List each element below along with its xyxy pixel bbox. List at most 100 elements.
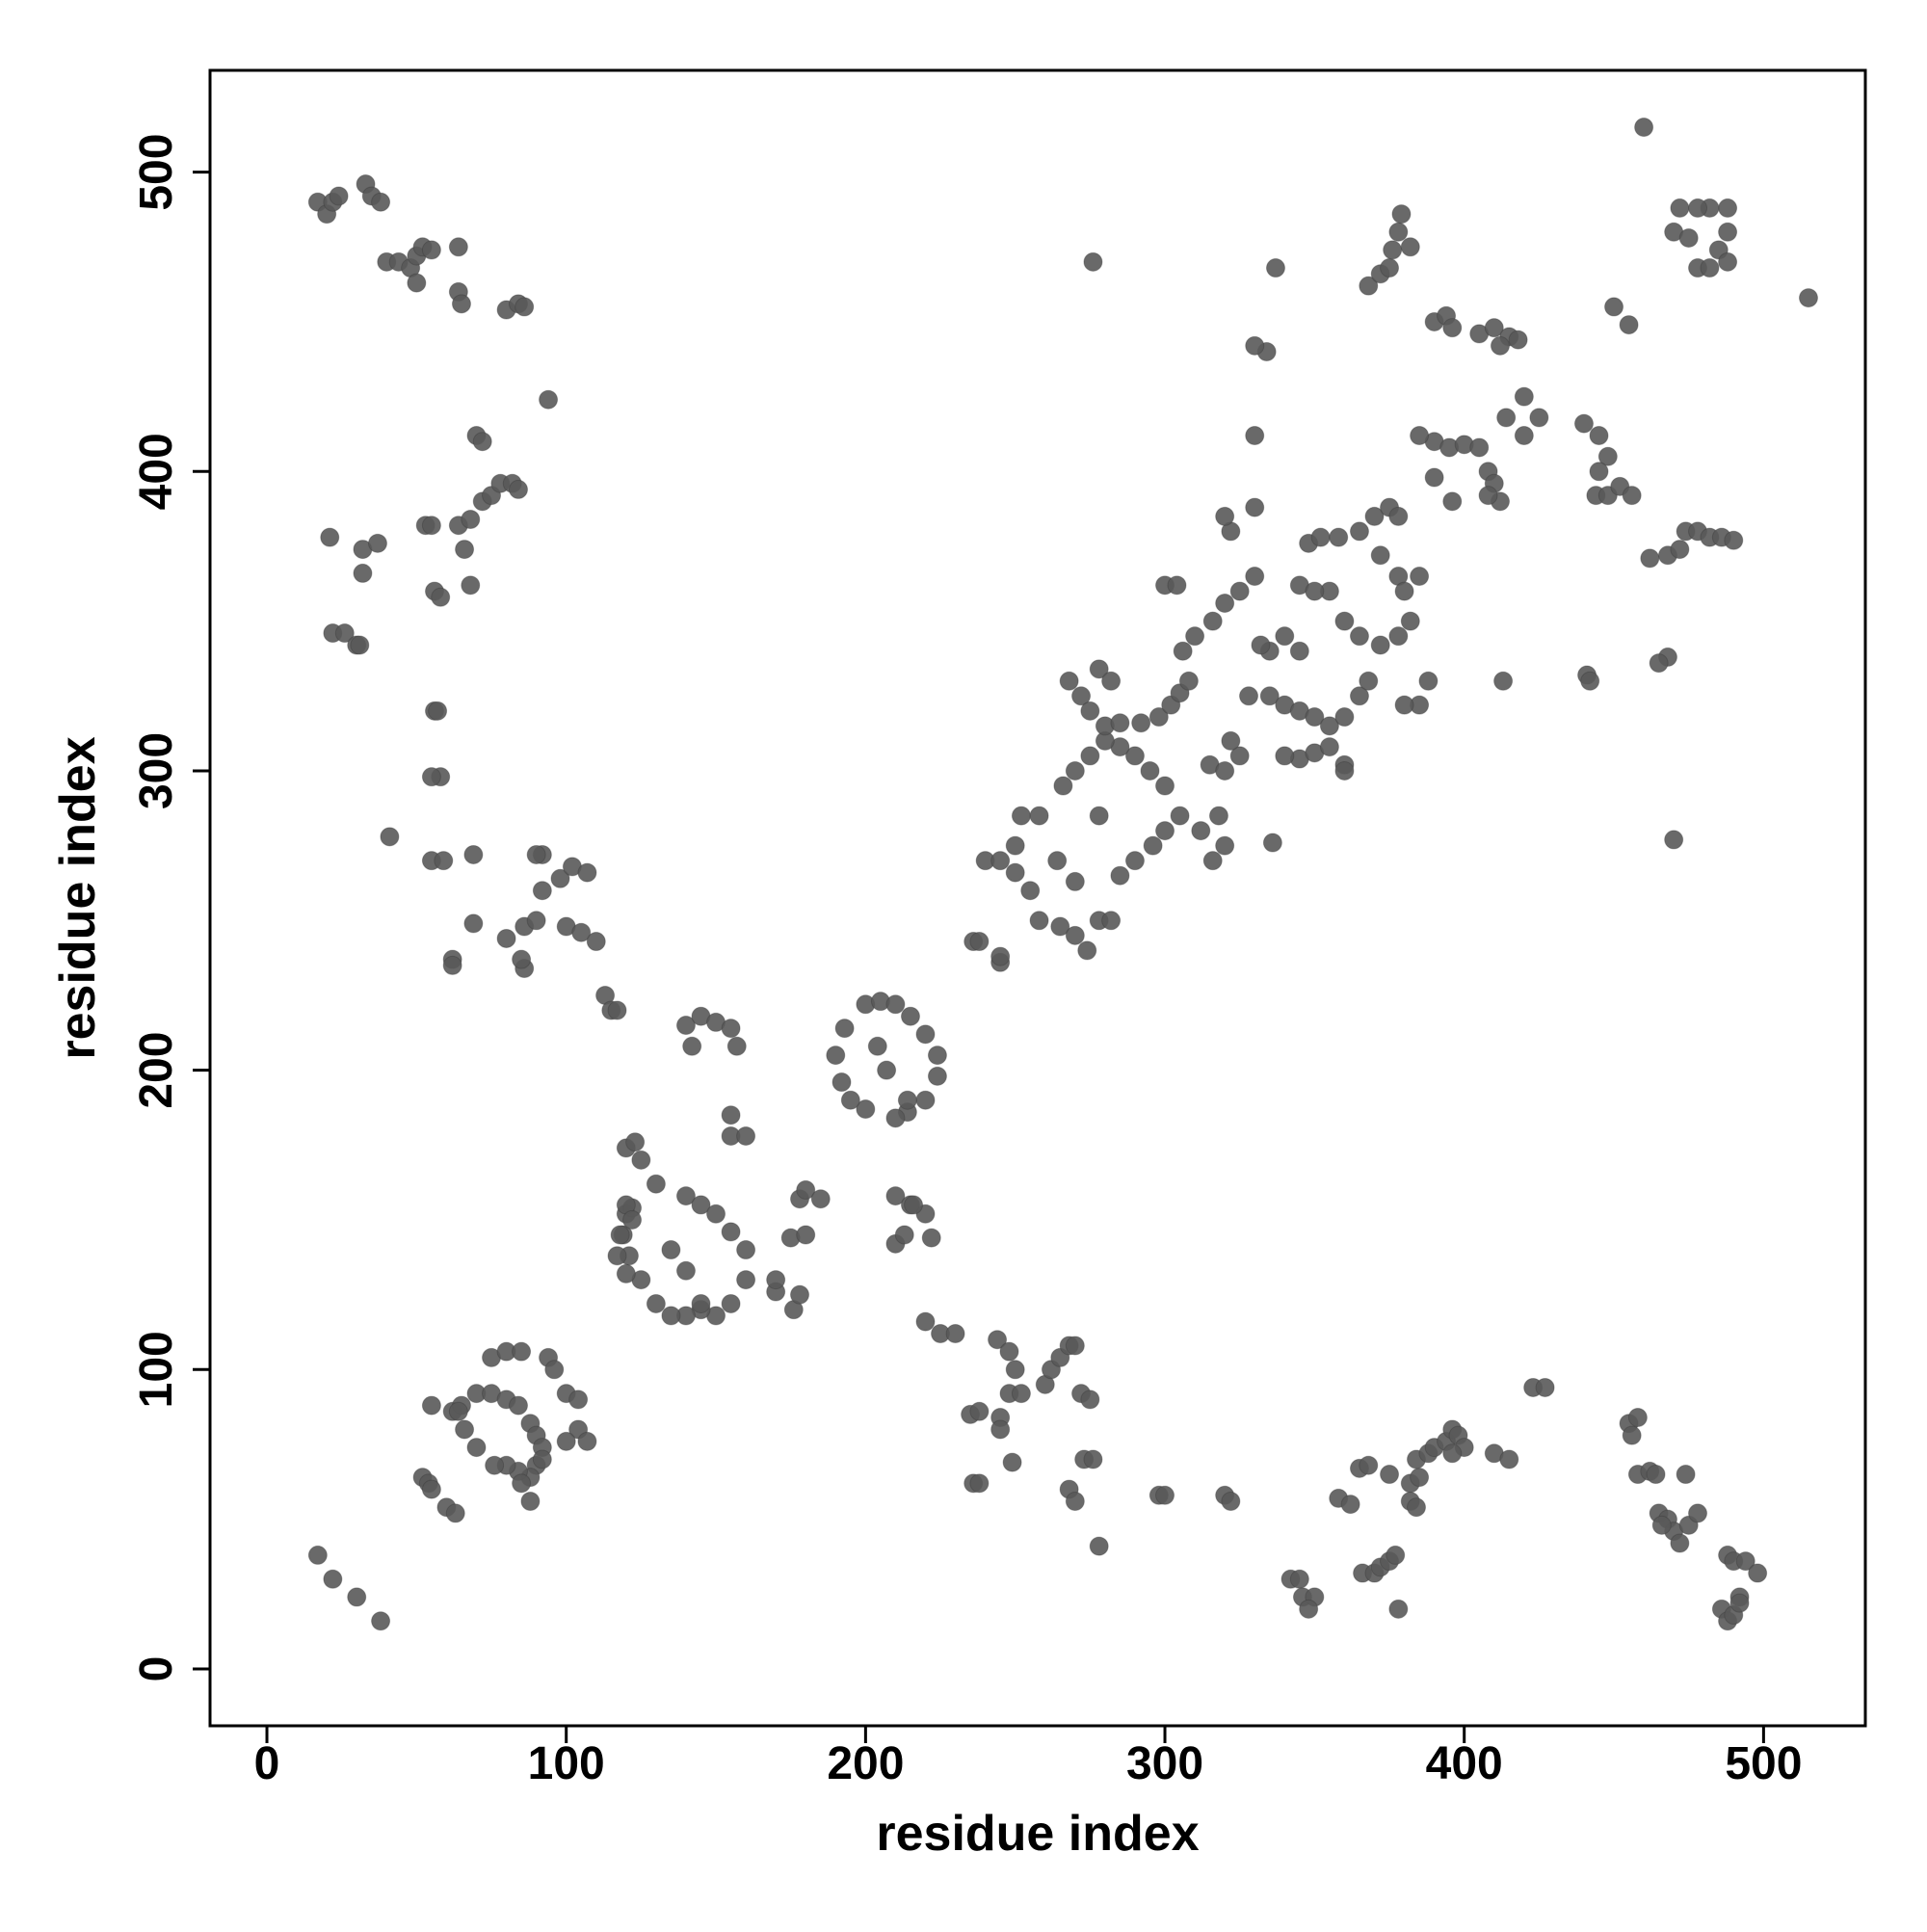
point [1386, 1545, 1406, 1565]
point [329, 186, 349, 206]
point [508, 479, 528, 499]
point [646, 1293, 666, 1313]
point [1400, 237, 1420, 257]
point [323, 1569, 343, 1589]
point [1334, 707, 1355, 728]
point [1484, 318, 1504, 338]
point [607, 1246, 627, 1266]
point [1080, 701, 1100, 721]
point [921, 1228, 941, 1248]
point [445, 1503, 465, 1523]
point [1229, 581, 1250, 601]
point [675, 1260, 696, 1281]
point [1334, 611, 1355, 631]
point [915, 1311, 936, 1332]
point [1514, 426, 1534, 446]
point [1748, 1563, 1768, 1583]
point [1634, 118, 1654, 138]
point [1370, 635, 1390, 655]
point [736, 1240, 756, 1260]
plot-frame [208, 68, 1867, 1728]
y-tick-label: 200 [131, 1032, 182, 1109]
point [796, 1179, 816, 1200]
point [1185, 626, 1205, 647]
point [421, 1395, 441, 1416]
point [1245, 497, 1265, 517]
point [1101, 671, 1122, 691]
point [334, 623, 355, 644]
point [915, 1090, 936, 1110]
point [1101, 911, 1122, 931]
x-tick-label: 300 [1126, 1738, 1203, 1789]
point [421, 767, 441, 787]
point [682, 1036, 702, 1056]
point [367, 533, 387, 553]
point [1029, 911, 1049, 931]
point [1124, 746, 1145, 766]
point [1202, 851, 1223, 871]
point [1508, 330, 1528, 350]
point [515, 297, 535, 317]
point [463, 913, 484, 934]
point [840, 1090, 860, 1110]
point [520, 1491, 541, 1511]
point [1265, 258, 1285, 278]
point [721, 1222, 741, 1242]
point [706, 1204, 726, 1224]
point [1394, 695, 1414, 715]
point [900, 1006, 920, 1026]
point [1359, 276, 1379, 296]
points [307, 118, 1818, 1631]
point [1245, 567, 1265, 587]
point [1059, 671, 1079, 691]
point [1329, 527, 1349, 547]
point [1053, 776, 1073, 796]
point [1676, 1465, 1696, 1485]
point [463, 844, 484, 864]
y-tick-label: 400 [131, 433, 182, 510]
point [1002, 1452, 1022, 1472]
point [1110, 865, 1130, 886]
point [1622, 1425, 1642, 1445]
point [885, 1186, 906, 1206]
point [1083, 251, 1103, 272]
point [661, 1306, 681, 1326]
point [897, 1090, 917, 1110]
x-tick-label: 200 [827, 1738, 904, 1789]
point [1410, 426, 1430, 446]
point [1424, 467, 1444, 488]
point [1394, 581, 1414, 601]
point [607, 1000, 627, 1020]
y-tick-label: 0 [131, 1656, 182, 1682]
point [631, 1150, 651, 1170]
y-tick-label: 300 [131, 732, 182, 809]
point [512, 949, 532, 969]
point [1604, 297, 1624, 317]
point [1688, 1503, 1708, 1523]
point [1245, 426, 1265, 446]
point [461, 510, 481, 530]
point [485, 1455, 505, 1475]
point [1155, 1485, 1175, 1505]
point [1005, 1360, 1025, 1380]
point [721, 1105, 741, 1125]
point [1305, 581, 1325, 601]
point [675, 1186, 696, 1206]
point [380, 827, 400, 847]
point [1410, 1468, 1430, 1488]
point [721, 1293, 741, 1313]
point [532, 1449, 552, 1469]
point [1442, 318, 1463, 338]
point [885, 994, 906, 1015]
point [1478, 486, 1498, 506]
point [1221, 730, 1241, 751]
point [1380, 1465, 1400, 1485]
point [1071, 686, 1092, 706]
point [1275, 746, 1295, 766]
point [1251, 635, 1271, 655]
point [1496, 408, 1517, 428]
point [1493, 671, 1514, 691]
x-tick-label: 500 [1725, 1738, 1802, 1789]
point [736, 1125, 756, 1146]
point [1622, 486, 1642, 506]
